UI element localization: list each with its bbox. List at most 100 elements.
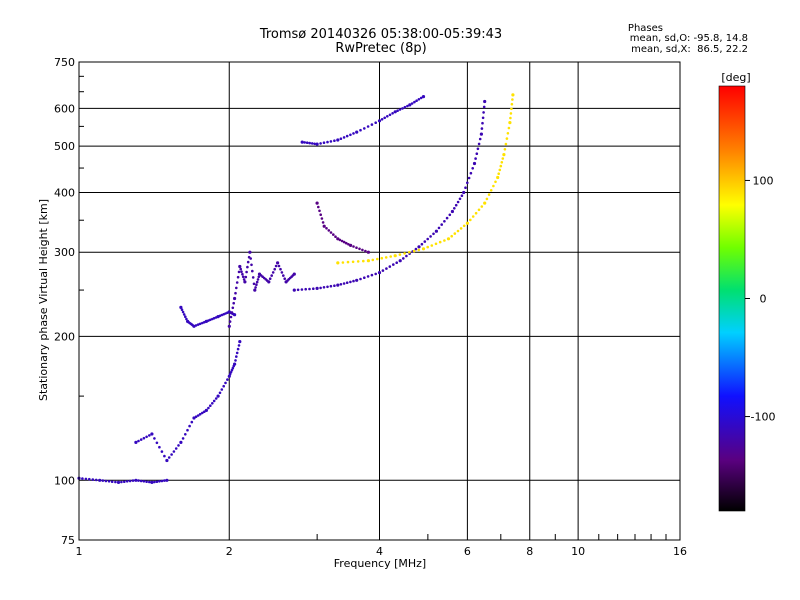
data-point [110,480,114,484]
data-point [511,93,515,97]
data-point [342,136,346,139]
data-point [253,288,257,292]
data-point [507,126,511,130]
data-point [237,344,241,347]
data-point [480,205,484,208]
data-point [366,259,370,263]
data-point [355,278,359,282]
data-point [481,116,485,120]
data-point [454,203,458,207]
data-point [179,305,183,309]
data-point [228,320,232,323]
data-point [349,243,353,247]
data-point [167,456,171,459]
data-point [338,238,342,242]
data-point [192,324,196,328]
data-point [245,270,248,274]
data-point [469,171,473,175]
data-point [478,137,482,141]
data-point [355,246,358,249]
data-point [419,96,423,100]
data-point [255,283,258,287]
data-point [485,197,489,201]
data-point [509,112,513,115]
data-point [283,277,287,281]
data-point [462,224,466,228]
data-point [300,288,304,291]
data-point [333,139,336,142]
data-point [235,355,238,358]
data-point [443,239,446,242]
data-point [235,351,239,355]
data-point [325,227,328,230]
data-point [446,237,451,241]
data-point [393,254,397,258]
data-point [172,450,176,453]
data-point [434,229,438,233]
x-tick-label: 1 [76,545,83,558]
data-point [483,201,487,205]
data-point [177,444,180,447]
y-tick-label: 75 [61,534,75,547]
data-point [304,287,308,291]
data-point [364,249,367,253]
data-point [305,141,309,144]
data-point [148,434,151,437]
data-point [506,132,510,135]
data-point [123,480,126,484]
data-point [401,107,404,110]
data-point [366,250,370,254]
data-point [276,261,280,265]
data-point [230,311,234,314]
data-point [81,477,84,480]
data-point [334,235,337,238]
data-point [329,231,333,234]
data-point [279,267,282,271]
data-point [308,141,312,145]
data-point [273,267,277,271]
data-point [438,240,442,244]
data-point [128,479,132,483]
data-point [406,104,409,108]
data-point [239,267,242,271]
data-point [380,256,384,260]
data-point [201,411,204,415]
data-point [139,438,143,441]
x-tick-label: 10 [571,545,585,558]
data-point [510,102,514,106]
data-point [153,480,156,484]
data-point [238,340,242,344]
x-tick-label: 6 [464,545,471,558]
data-point [229,371,233,374]
colorbar-tick-label: 0 [760,293,767,306]
data-point [212,399,216,403]
data-point [349,280,352,284]
data-point [255,280,259,284]
data-point [450,209,454,214]
data-point [395,261,399,265]
data-point [355,130,359,134]
data-point [466,181,469,185]
data-point [188,424,191,428]
data-point [410,102,414,105]
data-point [471,167,475,170]
data-point [326,285,329,289]
data-point [345,281,349,285]
data-point [388,113,392,117]
data-point [313,142,316,146]
data-point [244,275,248,279]
x-tick-label: 8 [526,545,533,558]
data-point [116,480,121,484]
data-point [352,279,355,283]
data-point [153,437,156,440]
data-point [481,121,484,125]
data-point [321,221,325,224]
data-point [134,478,138,482]
y-tick-label: 300 [54,246,75,259]
y-tick-label: 750 [54,56,75,69]
data-point [238,264,242,269]
data-point [472,161,477,166]
data-point [393,110,397,114]
data-point [91,478,95,481]
data-point [359,277,362,281]
